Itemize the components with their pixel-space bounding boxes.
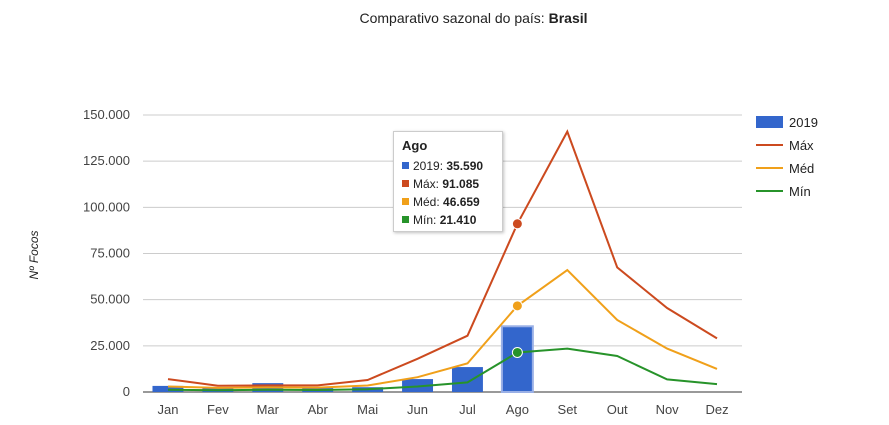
legend-label: Mín	[789, 184, 811, 199]
y-tick-label: 150.000	[83, 107, 130, 122]
tooltip-series-value: 21.410	[439, 213, 477, 227]
chart-title-country: Brasil	[548, 10, 588, 26]
chart-title: Comparativo sazonal do país: Brasil	[0, 10, 889, 26]
y-axis-ticks: 0 25.000 50.000 75.000 100.000 125.000 150.000	[83, 107, 130, 399]
chart-title-prefix: Comparativo sazonal do país:	[359, 10, 549, 26]
x-tick-label: Dez	[705, 402, 728, 417]
tooltip-series-name: Méd	[413, 195, 437, 209]
bar-2019-jul	[451, 367, 483, 392]
hover-point-mín	[511, 346, 523, 358]
legend: 2019 Máx Méd Mín	[756, 115, 818, 199]
y-tick-label: 100.000	[83, 199, 130, 214]
legend-label: 2019	[789, 115, 818, 130]
tooltip-series-name: Mín	[413, 213, 434, 227]
legend-label: Méd	[789, 161, 814, 176]
tooltip-series-name: 2019	[413, 159, 440, 173]
y-tick-label: 75.000	[90, 246, 130, 261]
line-máx	[167, 129, 718, 387]
tooltip: Ago 2019: 35.590 Máx: 91.085 Méd: 46.659…	[393, 131, 503, 232]
tooltip-swatch	[402, 162, 409, 169]
x-tick-label: Fev	[207, 402, 229, 417]
tooltip-row-2019: 2019: 35.590	[402, 157, 494, 175]
x-tick-label: Mai	[357, 402, 378, 417]
tooltip-series-value: 46.659	[443, 195, 480, 209]
y-axis-label: Nº Focos	[27, 230, 41, 279]
line-series	[167, 129, 718, 392]
tooltip-series-value: 91.085	[442, 177, 480, 191]
hover-point-máx	[511, 218, 523, 230]
x-tick-label: Ago	[506, 402, 529, 417]
x-tick-label: Jan	[157, 402, 178, 417]
y-tick-label: 0	[123, 384, 130, 399]
tooltip-row-med: Méd: 46.659	[402, 193, 494, 211]
tooltip-title: Ago	[402, 138, 428, 153]
legend-label: Máx	[789, 138, 814, 153]
y-tick-label: 125.000	[83, 153, 130, 168]
tooltip-series-name: Máx	[413, 177, 436, 191]
y-tick-label: 50.000	[90, 292, 130, 307]
line-mín	[167, 347, 718, 392]
x-tick-label: Jun	[407, 402, 428, 417]
x-tick-label: Mar	[257, 402, 280, 417]
legend-swatch	[756, 116, 783, 128]
x-tick-label: Jul	[459, 402, 476, 417]
hover-point-méd	[511, 300, 523, 312]
bar-2019-jan	[152, 385, 184, 392]
x-axis-ticks: Jan Fev Mar Abr Mai Jun Jul Ago Set Out Nov Dez	[157, 402, 728, 417]
x-tick-label: Set	[558, 402, 578, 417]
tooltip-row-max: Máx: 91.085	[402, 175, 494, 193]
tooltip-swatch	[402, 198, 409, 205]
x-tick-label: Out	[607, 402, 628, 417]
tooltip-row-min: Mín: 21.410	[402, 211, 494, 229]
tooltip-swatch	[402, 180, 409, 187]
x-tick-label: Abr	[308, 402, 329, 417]
x-tick-label: Nov	[656, 402, 680, 417]
line-méd	[167, 268, 718, 389]
tooltip-series-value: 35.590	[446, 159, 484, 173]
tooltip-swatch	[402, 216, 409, 223]
y-tick-label: 25.000	[90, 338, 130, 353]
